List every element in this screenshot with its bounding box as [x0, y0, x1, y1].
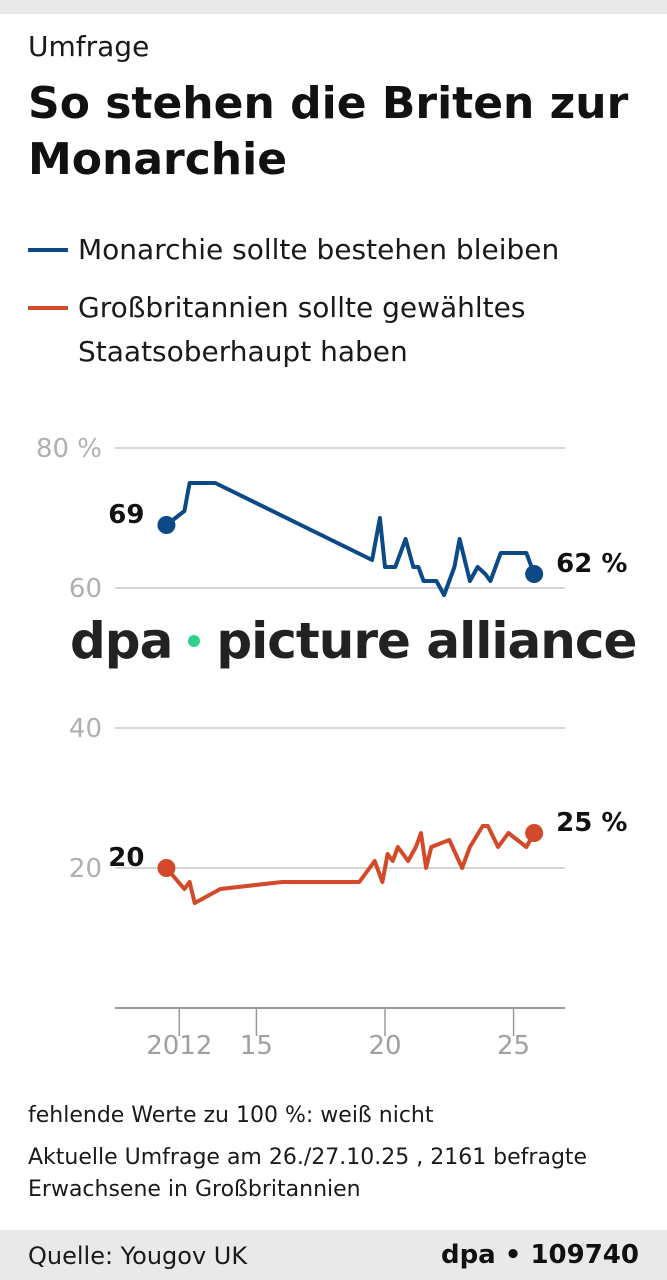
start-value-label: 20 — [108, 843, 144, 873]
series-line — [164, 481, 537, 597]
end-point — [525, 565, 544, 583]
source: Quelle: Yougov UK — [28, 1242, 248, 1270]
start-point — [157, 859, 176, 877]
end-value-label: 25 % — [556, 808, 627, 838]
legend-item-monarchy: Monarchie sollte bestehen bleiben — [28, 228, 638, 272]
watermark-right: picture alliance — [216, 612, 637, 670]
start-point — [157, 516, 176, 534]
watermark-left: dpa — [70, 612, 173, 670]
x-tick-label: 15 — [240, 1031, 273, 1061]
x-tick-label: 2012 — [146, 1031, 212, 1061]
y-tick-label: 80 % — [36, 434, 102, 464]
kicker: Umfrage — [28, 30, 150, 63]
x-tick-label: 25 — [497, 1031, 530, 1061]
end-value-label: 62 % — [556, 549, 627, 579]
legend-swatch-blue — [28, 248, 68, 252]
legend-item-republic: Großbritannien sollte gewähltes Staatsob… — [28, 286, 638, 374]
y-tick-label: 60 — [69, 574, 102, 604]
credit: dpa • 109740 — [440, 1240, 639, 1270]
watermark-dot-icon — [188, 635, 201, 647]
series-line — [164, 824, 537, 905]
y-tick-label: 20 — [69, 854, 102, 884]
legend-label: Monarchie sollte bestehen bleiben — [78, 233, 560, 266]
chart-card — [0, 14, 667, 1230]
watermark: dpa picture alliance — [70, 612, 637, 670]
note-missing: fehlende Werte zu 100 %: weiß nicht — [28, 1103, 434, 1128]
legend-label: Großbritannien sollte gewähltes Staatsob… — [78, 291, 526, 368]
start-value-label: 69 — [108, 500, 144, 530]
end-point — [525, 824, 544, 842]
y-tick-label: 40 — [69, 714, 102, 744]
footer: Quelle: Yougov UK dpa • 109740 — [0, 1230, 667, 1280]
legend-swatch-red — [28, 306, 68, 310]
x-tick-label: 20 — [368, 1031, 401, 1061]
note-survey: Aktuelle Umfrage am 26./27.10.25 , 2161 … — [28, 1145, 588, 1202]
line-chart: 80 % 60 40 20 2012 15 20 25 69 62 % 20 25 % — [36, 434, 628, 1061]
chart-title: So stehen die Briten zur Monarchie — [28, 78, 629, 185]
